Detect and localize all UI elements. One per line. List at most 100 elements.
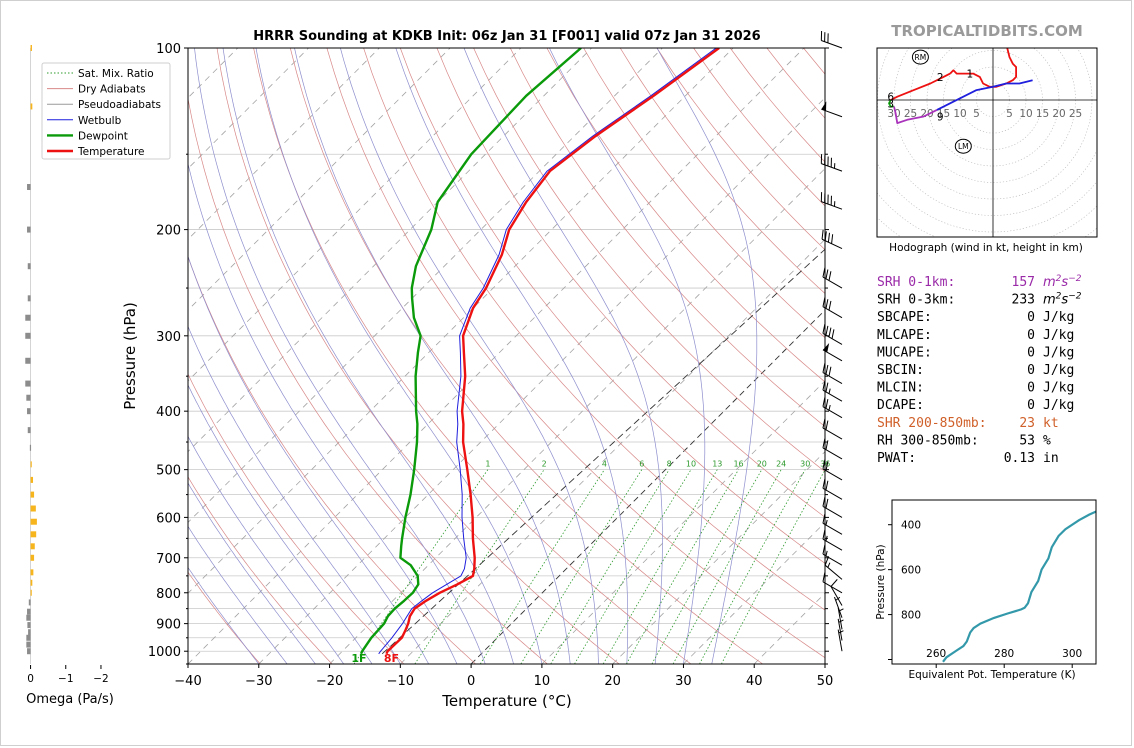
omega-bar (26, 394, 31, 401)
isotherm-line (541, 380, 825, 664)
unit-s: s (1061, 293, 1068, 308)
mixing-ratio-label: 13 (712, 460, 722, 469)
hodo-ring-label: 30 (887, 108, 900, 120)
param-unit: J/kg (1043, 328, 1074, 343)
pseudoadiabat-line (656, 48, 758, 664)
hodo-ring-label: 15 (937, 108, 950, 120)
barb-half (838, 608, 844, 612)
param-value: 0 (1027, 363, 1035, 378)
wind-barb (822, 297, 843, 319)
barb-full (825, 269, 829, 279)
barb-full (830, 579, 838, 587)
x-tick-label: 40 (746, 674, 763, 689)
barb-full (825, 420, 829, 430)
mixing-ratio-label: 2 (542, 460, 547, 469)
param-unit: J/kg (1043, 363, 1074, 378)
hodo-ring-label: 20 (1052, 108, 1065, 120)
barb-full (821, 229, 824, 240)
param-value: 0 (1027, 310, 1035, 325)
dry-adiabat-line (188, 97, 548, 664)
barb-full (822, 380, 826, 391)
barb-half (827, 562, 831, 568)
hodo-height-label: 3 (887, 98, 894, 110)
pseudoadiabat-line (188, 525, 288, 664)
mixing-ratio-label: 8 (667, 460, 672, 469)
param-unit: J/kg (1043, 310, 1074, 325)
omega-bar (29, 444, 32, 451)
barb-full (824, 231, 827, 241)
omega-tick-label: −1 (58, 673, 73, 685)
y-tick-label: 300 (156, 330, 181, 345)
wind-barb (822, 380, 843, 402)
barb-staff (824, 564, 843, 580)
dry-adiabat-line (326, 48, 825, 659)
mixing-ratio-line (721, 469, 825, 664)
omega-bar (27, 648, 31, 655)
wind-barb (822, 342, 843, 362)
omega-bar (30, 579, 33, 586)
barb-half (838, 630, 844, 634)
x-tick-label: −40 (174, 674, 201, 689)
param-value: 157 (1012, 275, 1035, 290)
param-value: 0 (1027, 328, 1035, 343)
hodo-ring-label: 5 (1006, 108, 1013, 120)
barb-full (825, 440, 829, 450)
omega-bar (30, 569, 34, 576)
barb-full (824, 556, 830, 566)
omega-bar (30, 589, 32, 596)
omega-bar (28, 599, 31, 606)
mixing-ratio-label: 30 (800, 460, 810, 469)
x-axis-label: Temperature (°C) (441, 692, 571, 710)
hodo-frame (876, 47, 1098, 238)
y-tick-label: 800 (156, 587, 181, 602)
pseudoadiabat-line (194, 48, 486, 664)
barb-full (822, 459, 826, 470)
barb-staff (837, 607, 843, 630)
barb-full (822, 478, 826, 489)
wind-barb (837, 618, 844, 641)
wind-barb (822, 324, 843, 345)
barb-staff (822, 505, 843, 518)
barb-full (822, 397, 826, 407)
y-axis-label: Pressure (hPa) (121, 302, 139, 410)
barb-full (827, 232, 830, 243)
param-unit: J/kg (1043, 381, 1074, 396)
dry-adiabat-line (399, 48, 825, 564)
param-unit: in (1043, 451, 1059, 466)
isotherm-line (683, 521, 825, 664)
mixing-ratio-line (479, 469, 605, 664)
barb-half (828, 404, 831, 411)
barb-staff (822, 487, 843, 500)
x-tick-label: −20 (316, 674, 343, 689)
wind-barb (822, 544, 843, 566)
barb-staff (822, 372, 843, 385)
param-unit: m2s−2 (1043, 292, 1082, 308)
pseudoadiabat-line (222, 48, 514, 664)
wind-barb (821, 229, 843, 249)
pseudoadiabat-line (188, 566, 260, 664)
barb-staff (821, 108, 843, 118)
barb-full (822, 544, 826, 555)
dry-adiabat-line (803, 48, 825, 75)
omega-bar (27, 295, 31, 302)
barb-staff (822, 553, 843, 566)
dry-adiabat-line (546, 48, 825, 383)
barb-full (825, 325, 829, 336)
x-tick-label: 10 (534, 674, 551, 689)
y-tick-label: 500 (156, 464, 181, 479)
barb-staff (822, 306, 843, 319)
wind-barb (822, 478, 843, 500)
dry-adiabat-line (216, 48, 620, 664)
legend-entry: Pseudoadiabats (78, 99, 161, 111)
theta-y-tick-label: 600 (901, 565, 921, 577)
dry-adiabat-line (188, 571, 261, 664)
wind-barb (837, 629, 844, 652)
temperature-series-line (385, 48, 720, 655)
param-label: SHR 200-850mb: (877, 416, 987, 431)
parcel-line (381, 248, 825, 655)
omega-bar (30, 543, 35, 550)
hodo-segment-1-3km (890, 72, 951, 101)
omega-bar (30, 45, 32, 51)
